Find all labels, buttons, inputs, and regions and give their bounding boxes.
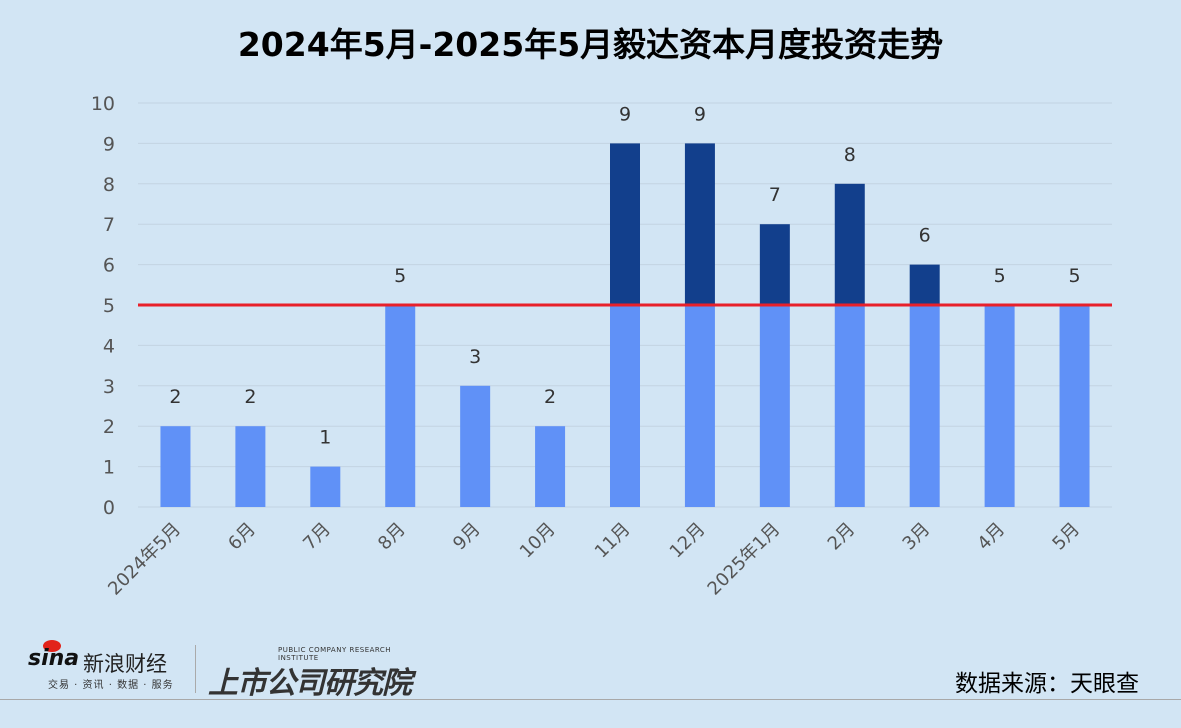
- bar: [160, 426, 191, 507]
- bar: [385, 305, 416, 507]
- logo-divider: [195, 645, 196, 693]
- data-label: 2: [544, 386, 556, 408]
- bar-above-reference: [759, 224, 790, 305]
- sina-eye-icon: [43, 640, 61, 652]
- bar-above-reference: [834, 183, 865, 305]
- x-tick-label: 11月: [591, 519, 635, 563]
- x-tick-label: 9月: [449, 519, 485, 555]
- data-label: 6: [919, 225, 931, 247]
- y-tick-label: 10: [91, 93, 115, 115]
- y-tick-label: 0: [103, 497, 115, 519]
- bar-above-reference: [909, 264, 940, 305]
- data-label: 8: [844, 144, 856, 166]
- bar-above-reference: [610, 143, 640, 305]
- data-label: 7: [769, 184, 781, 206]
- bar: [535, 426, 566, 507]
- bars: [160, 143, 1090, 507]
- data-labels: 2 2 1 5 3 2 9 9 7 8 6 5 5: [169, 103, 1080, 448]
- bar: [460, 385, 491, 507]
- x-tick-label: 2024年5月: [104, 519, 185, 600]
- y-tick-label: 6: [103, 255, 115, 277]
- y-tick-label: 8: [103, 174, 115, 196]
- x-tick-label: 7月: [299, 519, 335, 555]
- footer-divider: [0, 699, 1181, 700]
- y-tick-label: 3: [103, 376, 115, 398]
- y-tick-label: 9: [103, 133, 115, 155]
- bar: [684, 305, 715, 507]
- data-label: 2: [169, 386, 181, 408]
- x-tick-label: 2月: [824, 519, 860, 555]
- data-label: 2: [244, 386, 256, 408]
- x-tick-label: 10月: [516, 519, 560, 563]
- x-tick-label: 4月: [973, 519, 1009, 555]
- y-tick-label: 7: [103, 214, 115, 236]
- sina-finance-logo: sina 新浪财经 交易 · 资讯 · 数据 · 服务: [28, 640, 188, 692]
- bar: [310, 466, 341, 507]
- data-label: 5: [994, 265, 1006, 287]
- x-tick-label: 5月: [1048, 519, 1084, 555]
- data-source: 数据来源：天眼查: [955, 671, 1139, 697]
- bar: [984, 305, 1015, 507]
- y-tick-label: 1: [103, 457, 115, 479]
- x-tick-label: 8月: [374, 519, 410, 555]
- bar-chart: 0 1 2 3 4 5 6 7 8 9 10 2 2 1 5 3 2 9 9 7 8 6 5 5 2024年5月 6月 7月 8月…: [91, 93, 1112, 600]
- institute-logo: PUBLIC COMPANY RESEARCH INSTITUTE 上市公司研究…: [208, 646, 412, 701]
- bar: [1059, 305, 1090, 507]
- y-tick-label: 2: [103, 416, 115, 438]
- data-label: 5: [394, 265, 406, 287]
- bar: [759, 305, 790, 507]
- x-tick-label: 6月: [224, 519, 260, 555]
- x-tick-label: 12月: [666, 519, 710, 563]
- bar: [834, 305, 865, 507]
- x-tick-label: 3月: [899, 519, 935, 555]
- bar: [610, 305, 640, 507]
- bar: [909, 305, 940, 507]
- data-label: 1: [319, 427, 331, 449]
- data-label: 9: [694, 103, 706, 125]
- data-label: 3: [469, 346, 481, 368]
- data-label: 9: [619, 103, 631, 125]
- y-tick-label: 5: [103, 295, 115, 317]
- y-axis-ticks: 0 1 2 3 4 5 6 7 8 9 10: [91, 93, 115, 519]
- data-label: 5: [1068, 265, 1080, 287]
- bar: [235, 426, 266, 507]
- y-tick-label: 4: [103, 335, 115, 357]
- x-tick-label: 2025年1月: [704, 519, 785, 600]
- bar-above-reference: [684, 143, 715, 305]
- chart-title: 2024年5月-2025年5月毅达资本月度投资走势: [237, 25, 944, 64]
